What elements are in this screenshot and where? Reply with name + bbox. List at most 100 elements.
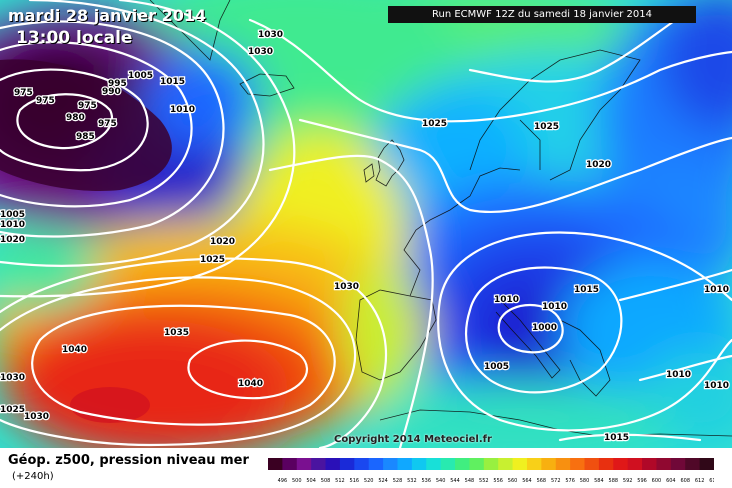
scale-swatch: [642, 458, 657, 470]
isobar-label: 975: [36, 96, 55, 106]
scale-swatch: [526, 458, 542, 470]
isobar-label: 1030: [248, 47, 273, 57]
scale-swatch: [383, 458, 398, 470]
scale-swatch: [469, 458, 485, 470]
scale-swatch: [296, 458, 312, 470]
forecast-lead-time: (+240h): [12, 471, 54, 482]
isobar-label: 1030: [0, 373, 25, 383]
scale-label: 568: [537, 478, 547, 484]
scale-label: 540: [436, 478, 446, 484]
scale-label: 524: [378, 478, 388, 484]
scale-swatch: [699, 458, 714, 470]
isobar-label: 1010: [0, 220, 25, 230]
scale-swatch: [483, 458, 499, 470]
scale-label: 512: [335, 478, 345, 484]
isobar-label: 1010: [666, 370, 691, 380]
isobar-label: 1030: [334, 282, 359, 292]
scale-label: 612: [695, 478, 705, 484]
isobar-label: 1005: [128, 71, 153, 81]
scale-swatch: [541, 458, 557, 470]
isobar-label: 1025: [200, 255, 225, 265]
forecast-date: mardi 28 janvier 2014: [8, 6, 207, 25]
isobar-label: 995: [108, 79, 127, 89]
copyright-notice: Copyright 2014 Meteociel.fr: [334, 434, 492, 445]
scale-swatch: [268, 458, 283, 470]
isobar-label: 985: [76, 132, 95, 142]
scale-swatch: [570, 458, 586, 470]
scale-label: 508: [321, 478, 331, 484]
isobar-label: 1010: [704, 285, 729, 295]
isobar-label: 1025: [0, 405, 25, 415]
scale-label: 584: [594, 478, 604, 484]
scale-swatch: [656, 458, 672, 470]
model-run-banner: Run ECMWF 12Z du samedi 18 janvier 2014: [388, 6, 696, 23]
scale-label: 496: [278, 478, 288, 484]
scale-label: 564: [522, 478, 532, 484]
scale-label: 532: [407, 478, 417, 484]
map-title: Géop. z500, pression niveau mer: [8, 453, 249, 468]
isobar-label: 1030: [24, 412, 49, 422]
isobar-label: 1040: [238, 379, 263, 389]
isobar-label: 1015: [160, 77, 185, 87]
scale-swatch: [397, 458, 413, 470]
scale-label: 552: [479, 478, 489, 484]
isobar-label: 1030: [258, 30, 283, 40]
isobar-label: 1020: [586, 160, 611, 170]
scale-swatch: [311, 458, 327, 470]
scale-swatch: [512, 458, 528, 470]
isobar-label: 1010: [494, 295, 519, 305]
scale-label: 560: [508, 478, 518, 484]
scale-label: 544: [450, 478, 460, 484]
isobar-label: 1010: [542, 302, 567, 312]
isobar-label: 1025: [422, 119, 447, 129]
color-scale: 496 500 504 508 512 516 520 524 528 532 536 540 544 5…: [268, 458, 714, 484]
scale-label: 536: [421, 478, 431, 484]
isobar-label: 1000: [532, 323, 557, 333]
weather-map: 1030 1030 975 975 1005 1015 995 990 1010…: [0, 0, 732, 448]
isobar-label: 1005: [0, 210, 25, 220]
scale-label: 504: [306, 478, 316, 484]
isobar-label: 1010: [170, 105, 195, 115]
scale-swatch: [498, 458, 514, 470]
isobar-label: 990: [102, 87, 121, 97]
isobar-label: 975: [98, 119, 117, 129]
scale-label: 572: [551, 478, 561, 484]
scale-swatch: [411, 458, 427, 470]
isobar-label: 1025: [534, 122, 559, 132]
isobar-label: 1010: [704, 381, 729, 391]
scale-label: 576: [565, 478, 575, 484]
scale-swatch: [368, 458, 384, 470]
scale-swatch: [339, 458, 355, 470]
scale-swatch: [685, 458, 701, 470]
scale-swatch: [325, 458, 341, 470]
isobar-label: 1020: [0, 235, 25, 245]
scale-swatch: [613, 458, 629, 470]
isobar-label: 975: [78, 101, 97, 111]
scale-label: 608: [680, 478, 690, 484]
scale-swatch: [584, 458, 600, 470]
scale-swatch: [354, 458, 370, 470]
scale-label: 516: [350, 478, 360, 484]
scale-label: 548: [465, 478, 475, 484]
isobar-label: 1020: [210, 237, 235, 247]
scale-swatch: [555, 458, 571, 470]
isobar-label: 975: [14, 88, 33, 98]
scale-swatch: [426, 458, 442, 470]
scale-label: 556: [493, 478, 503, 484]
scale-label: 604: [666, 478, 676, 484]
scale-label: 600: [652, 478, 662, 484]
scale-label: 588: [609, 478, 619, 484]
scale-swatch: [670, 458, 686, 470]
scale-label: 500: [292, 478, 302, 484]
scale-swatch: [598, 458, 614, 470]
forecast-time: 13:00 locale: [16, 28, 133, 48]
scale-label: 616: [709, 478, 714, 484]
isobar-label: 1040: [62, 345, 87, 355]
isobar-label: 1005: [484, 362, 509, 372]
scale-label: 592: [623, 478, 633, 484]
isobar-label: 1035: [164, 328, 189, 338]
isobar-label: 1015: [574, 285, 599, 295]
scale-label: 528: [393, 478, 403, 484]
isobar-label: 980: [66, 113, 85, 123]
scale-label: 580: [580, 478, 590, 484]
